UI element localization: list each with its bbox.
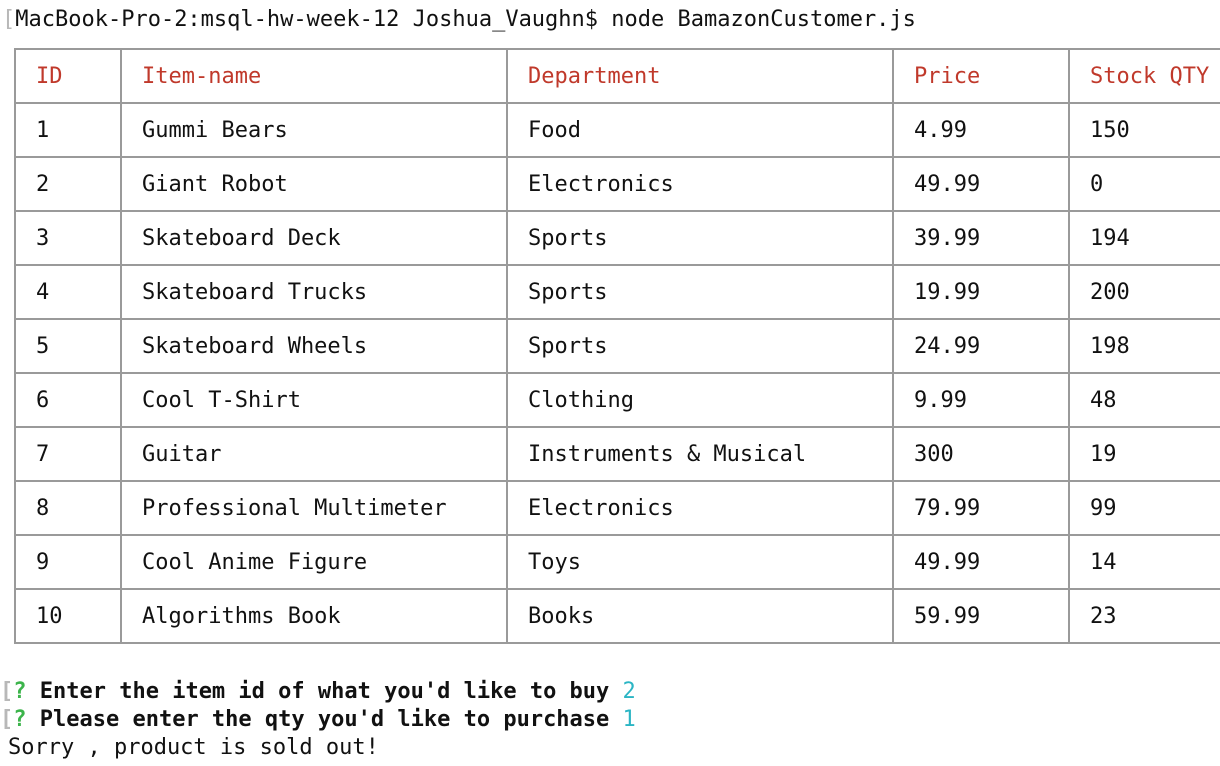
table-row: 1 Gummi Bears Food 4.99 150 xyxy=(14,102,1220,158)
cell-department: Instruments & Musical xyxy=(506,426,894,482)
cell-item-name: Skateboard Wheels xyxy=(120,318,508,374)
cell-stock-qty: 14 xyxy=(1068,534,1220,590)
cell-stock-qty: 150 xyxy=(1068,102,1220,158)
cell-department: Electronics xyxy=(506,480,894,536)
prompt-answer[interactable]: 2 xyxy=(622,679,636,704)
cell-id: 7 xyxy=(14,426,122,482)
bracket-marker: [ xyxy=(0,679,14,704)
cell-stock-qty: 194 xyxy=(1068,210,1220,266)
table-row: 9 Cool Anime Figure Toys 49.99 14 xyxy=(14,534,1220,590)
table-row: 6 Cool T-Shirt Clothing 9.99 48 xyxy=(14,372,1220,428)
cell-item-name: Cool Anime Figure xyxy=(120,534,508,590)
cell-id: 3 xyxy=(14,210,122,266)
bracket-marker: [ xyxy=(0,707,14,732)
cell-id: 6 xyxy=(14,372,122,428)
cell-item-name: Algorithms Book xyxy=(120,588,508,644)
cell-item-name: Skateboard Trucks xyxy=(120,264,508,320)
cell-stock-qty: 48 xyxy=(1068,372,1220,428)
cell-id: 1 xyxy=(14,102,122,158)
cell-department: Electronics xyxy=(506,156,894,212)
cell-price: 300 xyxy=(892,426,1070,482)
cell-department: Clothing xyxy=(506,372,894,428)
cell-department: Food xyxy=(506,102,894,158)
table-row: 3 Skateboard Deck Sports 39.99 194 xyxy=(14,210,1220,266)
table-row: 4 Skateboard Trucks Sports 19.99 200 xyxy=(14,264,1220,320)
cell-department: Books xyxy=(506,588,894,644)
cell-price: 24.99 xyxy=(892,318,1070,374)
header-price: Price xyxy=(892,48,1070,104)
cell-id: 2 xyxy=(14,156,122,212)
cell-id: 5 xyxy=(14,318,122,374)
cell-item-name: Gummi Bears xyxy=(120,102,508,158)
cell-item-name: Guitar xyxy=(120,426,508,482)
prompt-answer[interactable]: 1 xyxy=(622,707,636,732)
cell-stock-qty: 99 xyxy=(1068,480,1220,536)
prompt-question-text: Please enter the qty you'd like to purch… xyxy=(39,707,610,732)
table-row: 8 Professional Multimeter Electronics 79… xyxy=(14,480,1220,536)
cell-price: 59.99 xyxy=(892,588,1070,644)
cell-department: Toys xyxy=(506,534,894,590)
prompt-question-mark: ? xyxy=(13,679,27,704)
cell-id: 10 xyxy=(14,588,122,644)
header-department: Department xyxy=(506,48,894,104)
prompt-quantity: [? Please enter the qty you'd like to pu… xyxy=(0,706,636,734)
cell-price: 9.99 xyxy=(892,372,1070,428)
table-row: 10 Algorithms Book Books 59.99 23 xyxy=(14,588,1220,644)
table-header-row: ID Item-name Department Price Stock QTY xyxy=(14,48,1220,104)
result-message: Sorry , product is sold out! xyxy=(8,735,379,760)
table-row: 2 Giant Robot Electronics 49.99 0 xyxy=(14,156,1220,212)
prompt-item-id: [? Enter the item id of what you'd like … xyxy=(0,678,636,706)
command-text: MacBook-Pro-2:msql-hw-week-12 Joshua_Vau… xyxy=(15,7,916,32)
table-row: 7 Guitar Instruments & Musical 300 19 xyxy=(14,426,1220,482)
cell-price: 4.99 xyxy=(892,102,1070,158)
command-line: [MacBook-Pro-2:msql-hw-week-12 Joshua_Va… xyxy=(2,6,916,34)
bracket-marker: [ xyxy=(2,7,16,32)
cell-department: Sports xyxy=(506,210,894,266)
cell-item-name: Professional Multimeter xyxy=(120,480,508,536)
cell-item-name: Skateboard Deck xyxy=(120,210,508,266)
header-stock-qty: Stock QTY xyxy=(1068,48,1220,104)
header-id: ID xyxy=(14,48,122,104)
cell-department: Sports xyxy=(506,318,894,374)
cell-price: 79.99 xyxy=(892,480,1070,536)
cell-department: Sports xyxy=(506,264,894,320)
cell-price: 19.99 xyxy=(892,264,1070,320)
cell-item-name: Giant Robot xyxy=(120,156,508,212)
cell-price: 49.99 xyxy=(892,156,1070,212)
cell-price: 49.99 xyxy=(892,534,1070,590)
cell-item-name: Cool T-Shirt xyxy=(120,372,508,428)
cell-stock-qty: 198 xyxy=(1068,318,1220,374)
cell-stock-qty: 0 xyxy=(1068,156,1220,212)
product-table: ID Item-name Department Price Stock QTY … xyxy=(14,48,1220,644)
table-row: 5 Skateboard Wheels Sports 24.99 198 xyxy=(14,318,1220,374)
cell-stock-qty: 19 xyxy=(1068,426,1220,482)
cell-id: 9 xyxy=(14,534,122,590)
prompt-question-mark: ? xyxy=(13,707,27,732)
cell-id: 4 xyxy=(14,264,122,320)
cell-stock-qty: 200 xyxy=(1068,264,1220,320)
cell-price: 39.99 xyxy=(892,210,1070,266)
cell-stock-qty: 23 xyxy=(1068,588,1220,644)
header-item-name: Item-name xyxy=(120,48,508,104)
prompt-question-text: Enter the item id of what you'd like to … xyxy=(39,679,610,704)
cell-id: 8 xyxy=(14,480,122,536)
